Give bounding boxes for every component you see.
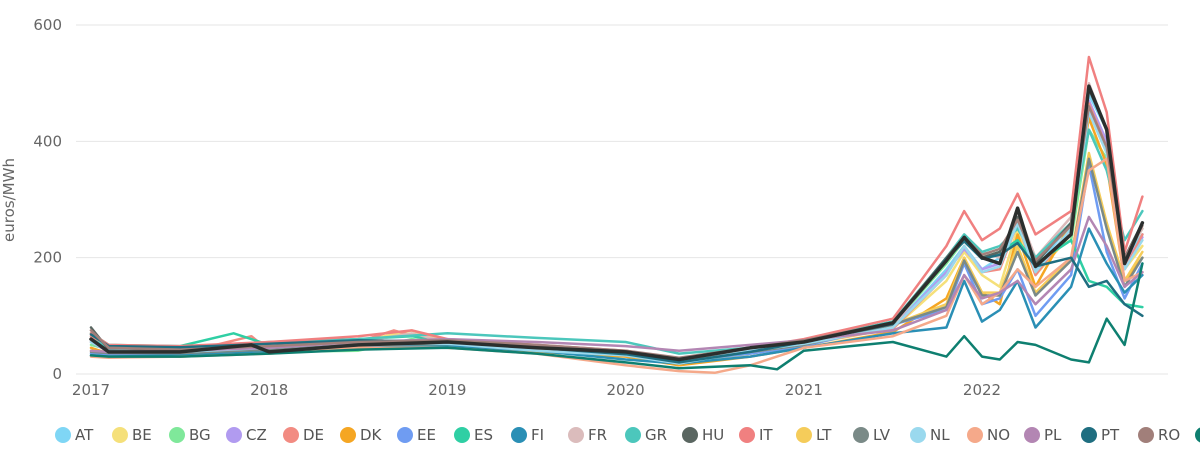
legend-label: BE [132, 426, 152, 444]
legend-label: FI [531, 426, 544, 444]
legend-label: NL [930, 426, 950, 444]
y-tick-label: 0 [52, 365, 62, 383]
legend-item-nl[interactable]: NL [910, 426, 950, 444]
legend-item-at[interactable]: AT [55, 426, 94, 444]
legend-label: DE [303, 426, 324, 444]
legend-item-it[interactable]: IT [739, 426, 773, 444]
legend-item-lv[interactable]: LV [853, 426, 891, 444]
x-tick-label: 2017 [72, 381, 110, 399]
legend-marker [682, 427, 698, 443]
legend-item-be[interactable]: BE [112, 426, 152, 444]
legend-label: PT [1101, 426, 1120, 444]
legend-label: HU [702, 426, 724, 444]
legend-label: FR [588, 426, 607, 444]
legend-marker [625, 427, 641, 443]
legend-label: DK [360, 426, 383, 444]
legend-marker [853, 427, 869, 443]
legend-marker [112, 427, 128, 443]
x-axis-ticks: 2017 2018 2019 2020 2021 2022 [72, 381, 1001, 399]
legend-label: RO [1158, 426, 1180, 444]
legend-label: CZ [246, 426, 267, 444]
x-tick-label: 2018 [250, 381, 288, 399]
series-line-de [89, 102, 1144, 365]
x-tick-label: 2020 [607, 381, 645, 399]
legend-item-dk[interactable]: DK [340, 426, 383, 444]
legend-item-pt[interactable]: PT [1081, 426, 1120, 444]
y-tick-label: 200 [33, 249, 62, 267]
y-axis-label: euros/MWh [0, 158, 18, 242]
y-axis-ticks: 0 200 400 600 [33, 16, 62, 383]
legend-marker [169, 427, 185, 443]
y-tick-label: 600 [33, 16, 62, 34]
legend-marker [1081, 427, 1097, 443]
legend-marker [397, 427, 413, 443]
legend-marker [1195, 427, 1200, 443]
legend-item-ee[interactable]: EE [397, 426, 436, 444]
legend-label: EE [417, 426, 436, 444]
legend-marker [568, 427, 584, 443]
legend-item-pl[interactable]: PL [1024, 426, 1062, 444]
legend-marker [340, 427, 356, 443]
series-line-bg [89, 128, 1144, 361]
legend-label: LV [873, 426, 891, 444]
legend-item-no[interactable]: NO [967, 426, 1010, 444]
series-line-ee [89, 163, 1144, 363]
legend-label: PL [1044, 426, 1062, 444]
legend-marker [511, 427, 527, 443]
gridlines [76, 24, 1168, 375]
legend-marker [55, 427, 71, 443]
legend-item-hu[interactable]: HU [682, 426, 724, 444]
legend-label: BG [189, 426, 211, 444]
x-tick-label: 2021 [785, 381, 823, 399]
legend-marker [226, 427, 242, 443]
series-line-at [89, 93, 1144, 364]
legend-label: AT [75, 426, 94, 444]
series-lines [89, 55, 1145, 375]
series-line-it [89, 55, 1144, 361]
legend-marker [1138, 427, 1154, 443]
legend-marker [283, 427, 299, 443]
series-line-dk [89, 116, 1144, 367]
legend-item-de[interactable]: DE [283, 426, 324, 444]
legend-item-lt[interactable]: LT [796, 426, 832, 444]
legend-item-se[interactable]: SE [1195, 426, 1200, 444]
legend-label: NO [987, 426, 1010, 444]
series-line-cz [89, 99, 1144, 363]
legend-marker [1024, 427, 1040, 443]
legend-marker [967, 427, 983, 443]
legend-item-fr[interactable]: FR [568, 426, 607, 444]
legend-marker [454, 427, 470, 443]
legend-label: LT [816, 426, 832, 444]
y-tick-label: 400 [33, 132, 62, 150]
x-tick-label: 2019 [428, 381, 466, 399]
legend-label: ES [474, 426, 493, 444]
legend-marker [739, 427, 755, 443]
series-line-no [89, 157, 1144, 375]
legend: AT BE BG CZ DE DK EE ES FI FR GR HU IT LT LV NL NO PL PT RO… [55, 426, 1200, 444]
legend-item-fi[interactable]: FI [511, 426, 544, 444]
series-line-sk [89, 84, 1145, 362]
legend-label: IT [759, 426, 773, 444]
legend-item-cz[interactable]: CZ [226, 426, 267, 444]
legend-item-bg[interactable]: BG [169, 426, 211, 444]
legend-item-gr[interactable]: GR [625, 426, 667, 444]
legend-marker [796, 427, 812, 443]
x-tick-label: 2022 [963, 381, 1001, 399]
legend-item-ro[interactable]: RO [1138, 426, 1180, 444]
legend-marker [910, 427, 926, 443]
legend-item-es[interactable]: ES [454, 426, 493, 444]
series-line-fr [89, 81, 1144, 365]
series-line-se [89, 262, 1144, 371]
legend-label: GR [645, 426, 667, 444]
